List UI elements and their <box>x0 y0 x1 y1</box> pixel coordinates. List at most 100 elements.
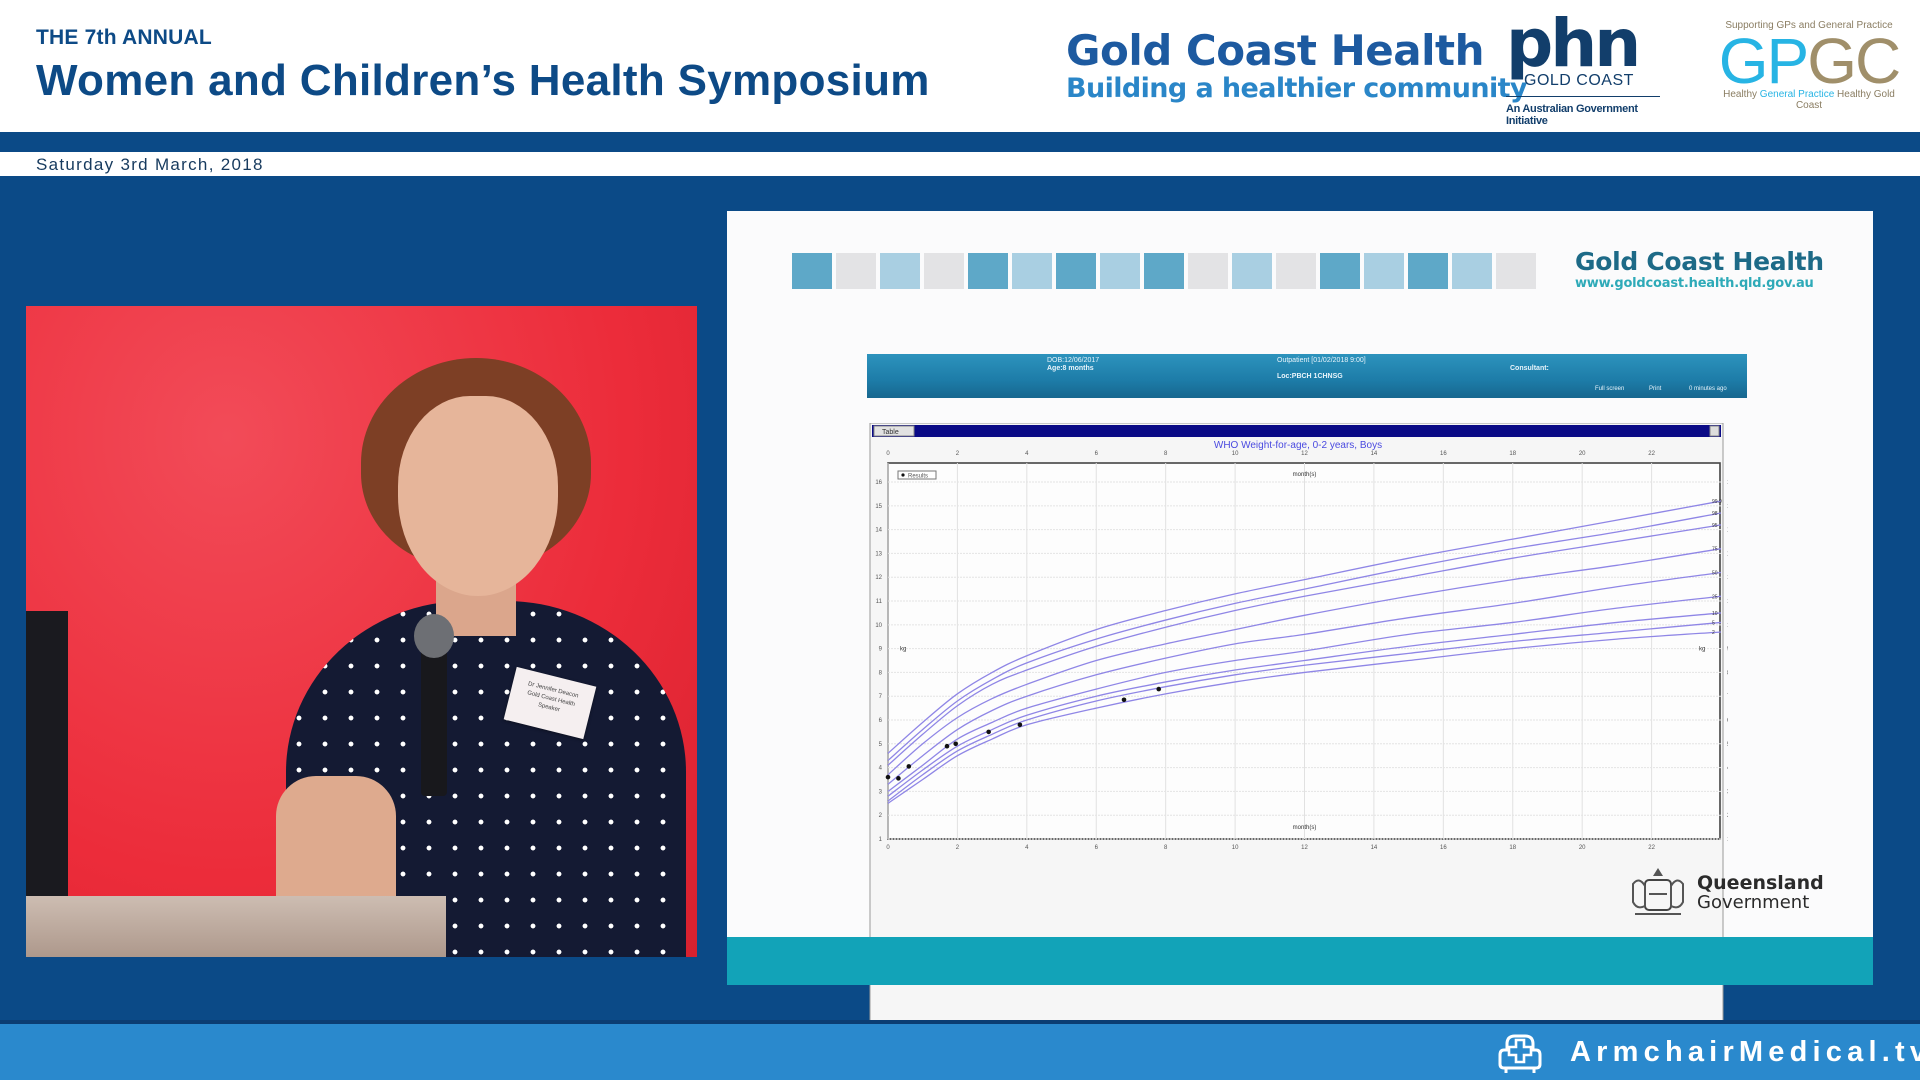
result-data-point <box>986 729 991 735</box>
gpgc-wordmark: GPGC <box>1712 29 1906 93</box>
y-tick-label-right: 16 <box>1727 480 1728 486</box>
percentile-label: 5 <box>1712 620 1715 626</box>
y-tick-label-left: 12 <box>875 575 882 581</box>
percentile-label: 10 <box>1712 611 1718 617</box>
result-data-point <box>1017 722 1023 728</box>
y-tick-label-left: 3 <box>879 789 883 795</box>
x-unit-label-top: month(s) <box>1293 472 1317 478</box>
percentile-label: 98 <box>1712 511 1718 517</box>
x-tick-label-top: 6 <box>1095 451 1099 457</box>
x-tick-label-bottom: 8 <box>1164 845 1168 851</box>
y-tick-label-right: 1 <box>1727 837 1728 843</box>
x-tick-label-top: 22 <box>1648 451 1655 457</box>
result-data-point <box>953 741 958 747</box>
percentile-curve-75 <box>887 548 1722 776</box>
result-data-point <box>944 743 950 749</box>
decorative-square <box>1188 253 1228 289</box>
percentile-curve-98 <box>887 512 1722 761</box>
y-tick-label-right: 13 <box>1727 551 1728 557</box>
phn-note: An Australian Government Initiative <box>1506 103 1638 127</box>
percentile-label: 50 <box>1712 570 1718 576</box>
percentile-curve-99.9 <box>887 500 1722 754</box>
x-tick-label-top: 4 <box>1025 451 1029 457</box>
y-tick-label-left: 1 <box>879 837 883 843</box>
y-tick-label-left: 13 <box>875 551 882 557</box>
x-tick-label-bottom: 18 <box>1509 845 1516 851</box>
decorative-square <box>1056 253 1096 289</box>
legend-label: Results <box>908 474 928 480</box>
speaker-face <box>398 396 558 596</box>
decorative-square <box>1232 253 1272 289</box>
decorative-square <box>1144 253 1184 289</box>
x-unit-label-bottom: month(s) <box>1293 825 1317 831</box>
microphone-head <box>414 614 454 658</box>
result-data-point <box>1156 686 1162 692</box>
x-tick-label-bottom: 4 <box>1025 845 1029 851</box>
y-tick-label-right: 3 <box>1727 789 1728 795</box>
event-edition: THE 7th ANNUAL <box>36 26 212 49</box>
date-strip <box>0 152 1920 176</box>
phn-gold-coast-logo: phn GOLD COAST An Australian Government … <box>1506 5 1664 127</box>
tab-table-label: Table <box>882 429 899 436</box>
decorative-square <box>1276 253 1316 289</box>
x-tick-label-bottom: 20 <box>1579 845 1586 851</box>
x-tick-label-bottom: 0 <box>886 845 890 851</box>
print-button[interactable]: Print <box>1649 386 1662 392</box>
x-tick-label-top: 10 <box>1232 451 1239 457</box>
percentile-curve-2 <box>887 631 1722 804</box>
decorative-square <box>1100 253 1140 289</box>
speaker-dress <box>286 601 686 957</box>
percentile-label: 75 <box>1712 547 1718 553</box>
y-tick-label-left: 5 <box>879 742 883 748</box>
x-tick-label-bottom: 10 <box>1232 845 1239 851</box>
decorative-square <box>924 253 964 289</box>
phn-region: GOLD COAST <box>1524 72 1634 89</box>
x-tick-label-top: 16 <box>1440 451 1447 457</box>
result-data-point <box>896 776 901 781</box>
gch-logo-name: Gold Coast Health <box>1066 26 1484 75</box>
decorative-square <box>880 253 920 289</box>
gpgc-logo: Supporting GPs and General Practice GPGC… <box>1712 20 1906 111</box>
y-tick-label-right: 6 <box>1727 718 1728 724</box>
percentile-curve-5 <box>887 621 1722 802</box>
armchair-medical-brand: ArmchairMedical.tv <box>1570 1036 1920 1068</box>
percentile-label: 2 <box>1712 630 1715 636</box>
gpgc-tag-highlight: General Practice <box>1759 89 1835 100</box>
y-tick-label-right: 9 <box>1727 647 1728 653</box>
header-divider-band <box>0 132 1920 152</box>
patient-age: Age:8 months <box>1047 365 1094 372</box>
x-tick-label-bottom: 2 <box>956 845 960 851</box>
y-tick-label-left: 8 <box>879 670 883 676</box>
footer-bar <box>0 1024 1920 1080</box>
y-unit-label-left: kg <box>900 647 906 653</box>
patient-consultant: Consultant: <box>1510 365 1549 372</box>
gpgc-tag-post: Healthy Gold Coast <box>1795 89 1895 111</box>
legend-marker-icon <box>901 473 905 477</box>
y-tick-label-left: 7 <box>879 694 883 700</box>
decorative-square <box>1452 253 1492 289</box>
phn-mark: phn <box>1506 5 1641 82</box>
slide-footer-band <box>727 937 1873 985</box>
full-screen-button[interactable]: Full screen <box>1595 386 1625 392</box>
chart-collapse-button[interactable] <box>1709 425 1720 437</box>
gpgc-gc: GC <box>1807 25 1901 97</box>
percentile-label: 25 <box>1712 594 1718 600</box>
decorative-square <box>836 253 876 289</box>
gpgc-supporting-text: Supporting GPs and General Practice <box>1725 20 1893 31</box>
slide-logo-name: Gold Coast Health <box>1575 247 1824 276</box>
slide-gch-logo: Gold Coast Health www.goldcoast.health.q… <box>1575 247 1824 291</box>
chart-window-titlebar <box>872 425 1721 437</box>
gold-coast-health-logo: Gold Coast Health Building a healthier c… <box>1066 26 1528 104</box>
y-tick-label-right: 15 <box>1727 504 1728 510</box>
gch-logo-tagline: Building a healthier community <box>1066 73 1528 104</box>
gpgc-gp: GP <box>1718 25 1809 97</box>
gpgc-tagline: Healthy General Practice Healthy Gold Co… <box>1712 89 1906 111</box>
presentation-slide: Gold Coast Health www.goldcoast.health.q… <box>727 211 1873 1062</box>
slide-logo-url: www.goldcoast.health.qld.gov.au <box>1575 276 1814 291</box>
queensland-government-logo: Queensland Government <box>1627 866 1824 920</box>
refresh-status[interactable]: 0 minutes ago <box>1689 386 1727 392</box>
qld-coat-of-arms-icon <box>1632 868 1684 915</box>
tab-table-button[interactable] <box>873 425 915 437</box>
x-tick-label-top: 14 <box>1371 451 1378 457</box>
x-tick-label-top: 8 <box>1164 451 1168 457</box>
